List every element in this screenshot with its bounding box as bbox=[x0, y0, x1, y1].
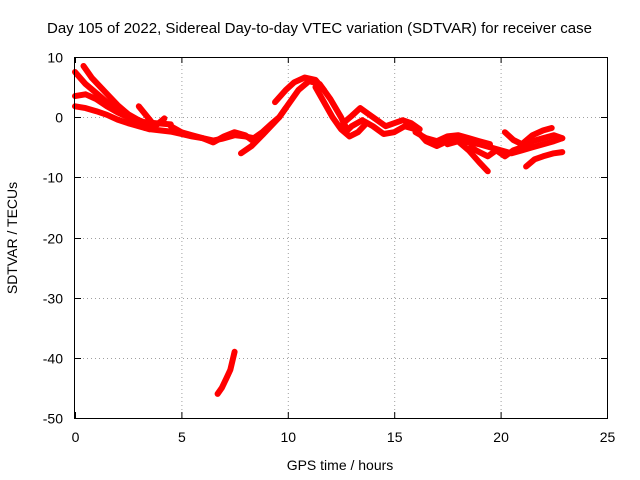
series-line-trace-15 bbox=[501, 125, 555, 148]
y-tick-label: -50 bbox=[43, 411, 63, 427]
y-axis-label: SDTVAR / TECUs bbox=[4, 182, 20, 294]
x-axis-label: GPS time / hours bbox=[287, 457, 394, 473]
series-line-trace-17 bbox=[214, 348, 238, 397]
y-tick-label: -10 bbox=[43, 170, 63, 186]
grid-lines bbox=[75, 57, 607, 418]
series-line-trace-12 bbox=[412, 129, 493, 148]
series-line-trace-6 bbox=[133, 115, 168, 131]
x-tick-label: 15 bbox=[387, 429, 403, 445]
x-tick-label: 25 bbox=[600, 429, 616, 445]
x-tick-label: 0 bbox=[72, 429, 80, 445]
x-tick-label: 10 bbox=[281, 429, 297, 445]
chart-title: Day 105 of 2022, Sidereal Day-to-day VTE… bbox=[47, 20, 592, 37]
series-line-trace-8 bbox=[238, 105, 289, 157]
x-tick-label: 5 bbox=[178, 429, 186, 445]
series-line-trace-14 bbox=[467, 132, 566, 160]
y-tick-label: -40 bbox=[43, 351, 63, 367]
y-tick-label: 10 bbox=[47, 50, 63, 66]
series-line-trace-10 bbox=[312, 84, 370, 140]
y-tick-label: -20 bbox=[43, 231, 63, 247]
series-line-trace-11 bbox=[340, 105, 423, 133]
y-tick-label: -30 bbox=[43, 291, 63, 307]
series-line-trace-5 bbox=[167, 123, 255, 146]
y-tick-label: 0 bbox=[55, 110, 63, 126]
series-line-trace-9 bbox=[272, 74, 327, 106]
plot-frame bbox=[74, 57, 608, 419]
x-tick-label: 20 bbox=[493, 429, 509, 445]
series-line-trace-13 bbox=[444, 138, 491, 175]
series-line-trace-7 bbox=[135, 103, 155, 125]
axis-ticks: 0 5 10 15 20 25 -50 -40 -30 -20 -10 0 10 bbox=[43, 50, 616, 446]
series-line-trace-16 bbox=[523, 149, 566, 170]
data-series bbox=[72, 63, 566, 397]
